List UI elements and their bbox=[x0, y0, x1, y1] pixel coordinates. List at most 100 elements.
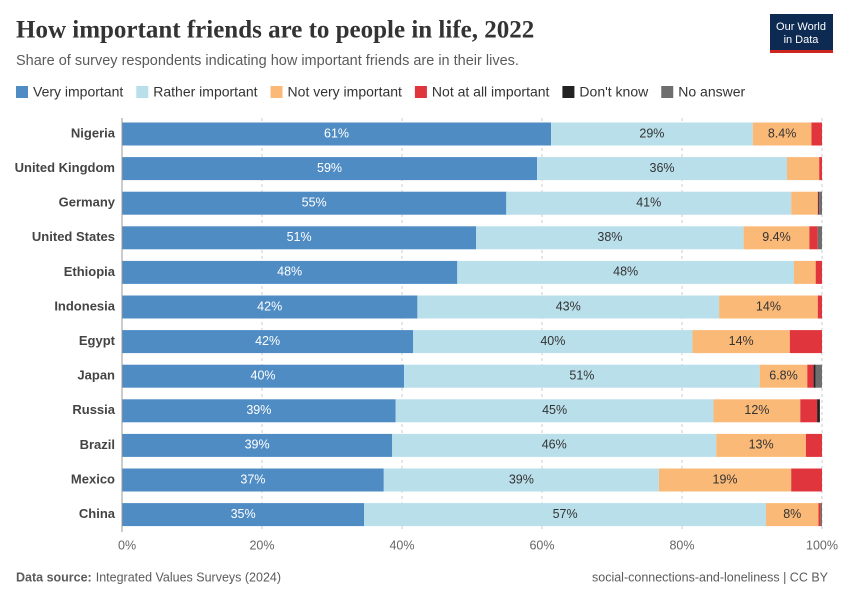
bar-segment bbox=[766, 503, 819, 527]
bar-segment bbox=[395, 399, 714, 423]
legend-swatch bbox=[136, 86, 149, 98]
bar-segment bbox=[122, 330, 414, 354]
bar-segment bbox=[719, 295, 818, 319]
bar-segment bbox=[817, 226, 822, 250]
data-label: 42% bbox=[255, 334, 280, 348]
data-label: 39% bbox=[246, 403, 271, 417]
data-label: 29% bbox=[639, 126, 664, 140]
y-tick-label: Brazil bbox=[80, 437, 115, 452]
bar-segment bbox=[791, 191, 818, 215]
bar-segment bbox=[809, 226, 818, 250]
data-label: 9.4% bbox=[762, 230, 791, 244]
y-tick-label: Ethiopia bbox=[64, 264, 116, 279]
y-tick-label: United Kingdom bbox=[15, 160, 115, 175]
bar-segment bbox=[551, 122, 753, 146]
data-label: 46% bbox=[542, 438, 567, 452]
legend-swatch bbox=[16, 86, 28, 98]
bar-segment bbox=[658, 468, 792, 492]
bar-segment bbox=[759, 364, 808, 388]
data-label: 57% bbox=[553, 507, 578, 521]
footer-note: social-connections-and-loneliness | CC B… bbox=[592, 570, 829, 584]
data-label: 39% bbox=[245, 438, 270, 452]
bar-segment bbox=[457, 260, 794, 284]
y-tick-label: Egypt bbox=[79, 333, 116, 348]
data-label: 8% bbox=[783, 507, 801, 521]
data-label: 8.4% bbox=[768, 126, 797, 140]
bar-segment bbox=[476, 226, 744, 250]
logo-underline bbox=[770, 50, 833, 53]
data-label: 37% bbox=[240, 472, 265, 486]
data-label: 36% bbox=[650, 161, 675, 175]
bar-segment bbox=[692, 330, 790, 354]
source: Integrated Values Surveys (2024) bbox=[96, 570, 281, 584]
bar-segment bbox=[800, 399, 818, 423]
bar-segment bbox=[819, 191, 822, 215]
legend-swatch bbox=[270, 86, 283, 98]
logo-text: Our World bbox=[776, 21, 826, 33]
y-tick-label: Nigeria bbox=[71, 125, 116, 140]
bar-segment bbox=[789, 330, 822, 354]
data-label: 43% bbox=[556, 299, 581, 313]
bar-segment bbox=[817, 191, 819, 215]
bar-segment bbox=[413, 330, 693, 354]
x-tick-label: 60% bbox=[529, 538, 554, 552]
bar-segment bbox=[364, 503, 766, 527]
data-label: 13% bbox=[749, 438, 774, 452]
bar-segment bbox=[404, 364, 760, 388]
bar-segment bbox=[817, 295, 822, 319]
data-label: 48% bbox=[613, 265, 638, 279]
y-tick-label: United States bbox=[32, 229, 115, 244]
legend-swatch bbox=[414, 86, 427, 98]
bar-segment bbox=[417, 295, 720, 319]
data-label: 14% bbox=[729, 334, 754, 348]
bar-segment bbox=[819, 157, 822, 181]
legend-label: Very important bbox=[33, 84, 123, 100]
logo-text: in Data bbox=[784, 34, 820, 46]
data-label: 61% bbox=[324, 126, 349, 140]
bar-segment bbox=[122, 364, 405, 388]
bar-segment bbox=[122, 295, 418, 319]
bar-segment bbox=[807, 364, 814, 388]
legend-label: Not very important bbox=[288, 84, 402, 100]
bar-segment bbox=[815, 364, 822, 388]
x-tick-label: 80% bbox=[669, 538, 694, 552]
bar-segment bbox=[815, 260, 822, 284]
bar-segment bbox=[818, 503, 821, 527]
y-tick-label: Japan bbox=[77, 368, 115, 383]
chart-subtitle: Share of survey respondents indicating h… bbox=[16, 53, 519, 69]
legend-swatch bbox=[661, 86, 674, 98]
source-label: Data source: bbox=[16, 570, 92, 584]
x-tick-label: 40% bbox=[389, 538, 414, 552]
data-label: 14% bbox=[756, 299, 781, 313]
data-label: 45% bbox=[542, 403, 567, 417]
data-label: 35% bbox=[231, 507, 256, 521]
bar-segment bbox=[818, 191, 820, 215]
x-tick-label: 0% bbox=[118, 538, 136, 552]
y-tick-label: Mexico bbox=[71, 471, 115, 486]
y-tick-label: Indonesia bbox=[54, 298, 115, 313]
bar-segment bbox=[713, 399, 801, 423]
bar-segment bbox=[506, 191, 792, 215]
bar-segment bbox=[805, 433, 822, 457]
bar-segment bbox=[716, 433, 806, 457]
chart-title: How important friends are to people in l… bbox=[16, 17, 534, 44]
bar-segment bbox=[122, 503, 365, 527]
bar-segment bbox=[392, 433, 717, 457]
bar-segment bbox=[122, 433, 393, 457]
data-label: 41% bbox=[636, 195, 661, 209]
bar-segment bbox=[794, 260, 816, 284]
bar-segment bbox=[122, 122, 552, 146]
bar-segment bbox=[752, 122, 812, 146]
legend-label: Not at all important bbox=[432, 84, 550, 100]
data-label: 51% bbox=[287, 230, 312, 244]
bar-segment bbox=[383, 468, 659, 492]
bar-segment bbox=[537, 157, 787, 181]
bar-segment bbox=[122, 226, 477, 250]
bar-segment bbox=[743, 226, 810, 250]
bar-segment bbox=[122, 157, 538, 181]
data-label: 6.8% bbox=[769, 368, 798, 382]
data-label: 51% bbox=[569, 368, 594, 382]
data-label: 19% bbox=[713, 472, 738, 486]
legend-swatch bbox=[562, 86, 575, 98]
